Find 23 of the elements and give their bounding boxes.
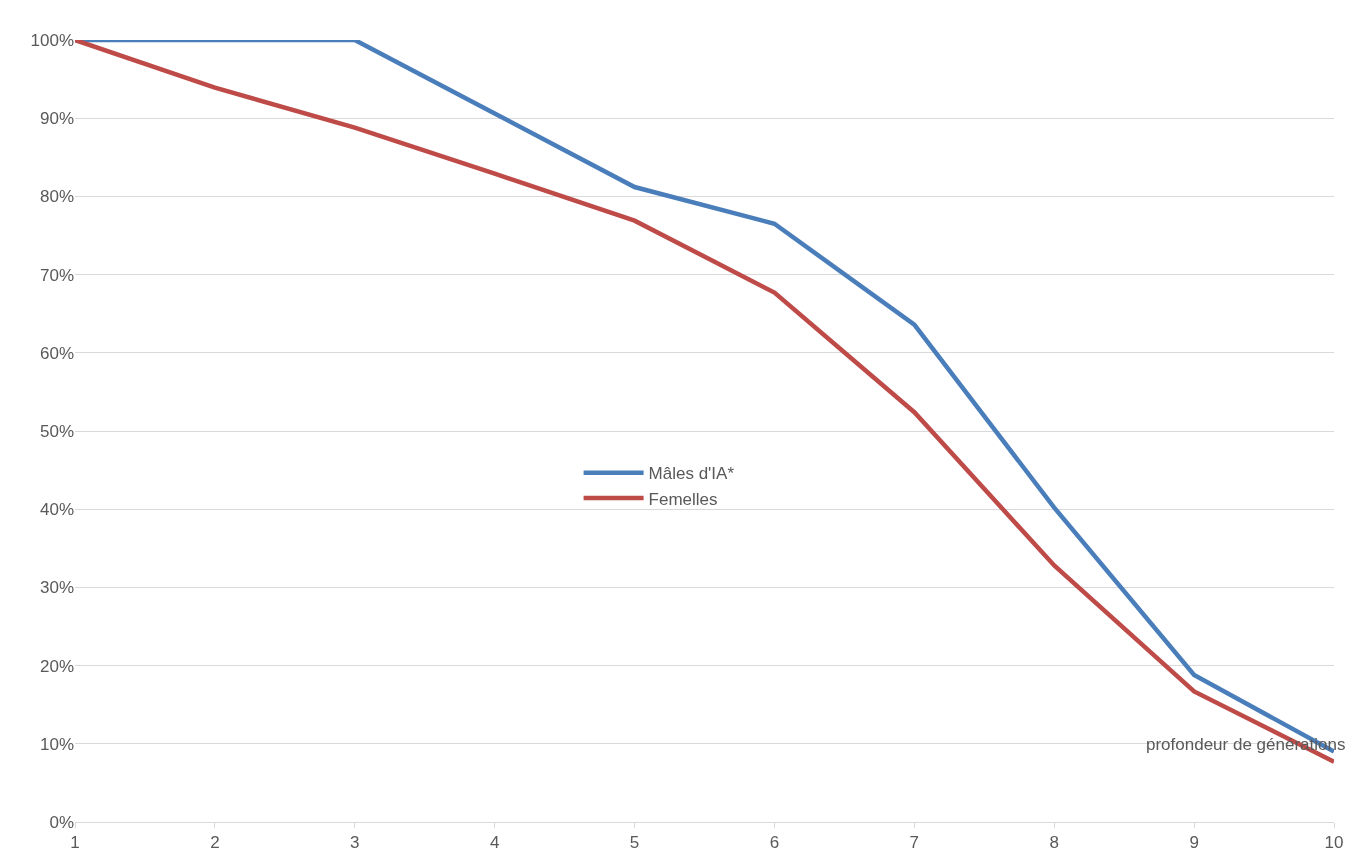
y-tick-label: 60% <box>39 343 74 363</box>
x-tick-label: 1 <box>70 833 80 853</box>
legend-label: Femelles <box>648 489 718 509</box>
y-tick-label: 50% <box>39 421 74 441</box>
x-tick-label: 8 <box>1049 833 1059 853</box>
y-tick-label: 0% <box>49 812 74 832</box>
y-tick-label: 40% <box>39 500 74 520</box>
y-tick-label: 80% <box>39 187 74 207</box>
y-tick-label: 30% <box>39 578 74 598</box>
x-tick-label: 2 <box>210 833 220 853</box>
x-tick-label: 7 <box>909 833 920 853</box>
x-tick-label: 5 <box>629 833 640 853</box>
x-tick-label: 10 <box>1324 833 1344 853</box>
y-tick-label: 70% <box>39 265 74 285</box>
x-tick-label: 4 <box>489 833 500 853</box>
y-tick-label: 90% <box>39 109 74 129</box>
y-tick-label: 100% <box>30 30 74 50</box>
x-tick-label: 9 <box>1189 833 1199 853</box>
x-tick-label: 6 <box>769 833 780 853</box>
x-tick-label: 3 <box>350 833 360 853</box>
y-tick-label: 10% <box>39 734 74 754</box>
legend-label: Mâles d'IA* <box>648 464 735 484</box>
y-tick-label: 20% <box>39 656 74 676</box>
